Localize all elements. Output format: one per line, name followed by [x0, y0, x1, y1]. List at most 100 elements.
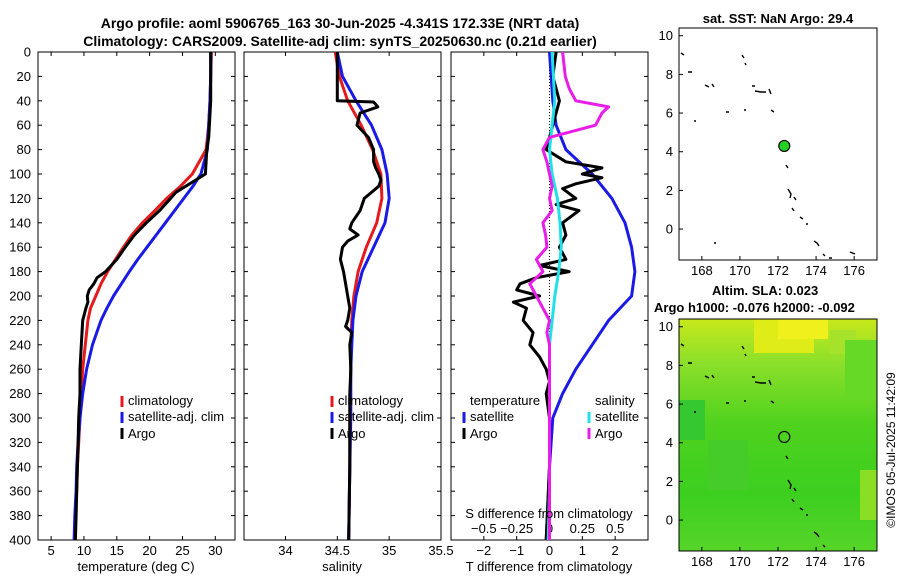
x-tick-label: 15 [110, 543, 124, 558]
depth-tick-label: 320 [9, 435, 31, 450]
sla-map-axes: 168 170 172 174 176 0 2 4 6 8 10 [659, 319, 865, 569]
legend-label-s-argo: Argo [595, 426, 622, 441]
depth-tick-label: 60 [17, 118, 31, 133]
temperature-x-label: temperature (deg C) [77, 559, 194, 574]
s-difference-argo-line [528, 52, 611, 540]
temperature-legend: climatology satellite-adj. clim Argo [120, 393, 224, 441]
map-x-tick-label: 176 [843, 263, 865, 278]
map-y-tick-label: 2 [666, 183, 673, 198]
map-x-tick-label: 174 [805, 263, 827, 278]
sla-argo-marker [778, 430, 791, 444]
x-tick-label: −0.5 [471, 521, 497, 536]
s-difference-x-label: S difference from climatology [465, 506, 633, 521]
map-x-tick-label: 174 [805, 554, 827, 569]
sst-coastlines [680, 52, 856, 259]
sla-coastlines [680, 343, 826, 548]
depth-tick-label: 240 [9, 337, 31, 352]
depth-tick-label: 260 [9, 362, 31, 377]
sst-map-title: sat. SST: NaN Argo: 29.4 [703, 11, 854, 26]
x-tick-label: 30 [208, 543, 222, 558]
depth-tick-label: 180 [9, 264, 31, 279]
sla-map-title: Altim. SLA: 0.023 [712, 283, 818, 298]
x-tick-label: 20 [142, 543, 156, 558]
map-x-tick-label: 168 [691, 263, 713, 278]
map-x-tick-label: 172 [767, 263, 789, 278]
x-tick-label: 0 [546, 543, 553, 558]
map-x-tick-label: 170 [729, 263, 751, 278]
legend-label-argo: Argo [338, 426, 365, 441]
x-tick-label: 0.5 [606, 521, 624, 536]
legend-label-climatology: climatology [338, 393, 404, 408]
x-tick-label: 0.25 [570, 521, 595, 536]
depth-tick-label: 40 [17, 93, 31, 108]
depth-tick-label: 380 [9, 508, 31, 523]
depth-tick-label: 220 [9, 313, 31, 328]
difference-legend: temperature satellite Argo salinity sate… [462, 393, 639, 441]
x-tick-label: 35 [382, 543, 396, 558]
legend-label-satellite: satellite-adj. clim [128, 409, 224, 424]
salinity-legend: climatology satellite-adj. clim Argo [330, 393, 434, 441]
depth-tick-label: 120 [9, 191, 31, 206]
temperature-x-axis: 5 10 15 20 25 30 [48, 52, 223, 558]
sst-map-area [679, 28, 877, 260]
imos-credit: ©IMOS 05-Jul-2025 11:42:09 [884, 372, 898, 528]
salinity-argo-line [335, 52, 383, 540]
temperature-series [72, 52, 213, 540]
x-tick-label: 1 [579, 543, 586, 558]
map-x-tick-label: 176 [843, 554, 865, 569]
salinity-x-label: salinity [322, 559, 362, 574]
salinity-satellite-line [335, 52, 391, 540]
depth-tick-label: 0 [24, 45, 31, 60]
t-difference-satellite-line [544, 52, 637, 540]
depth-tick-label: 20 [17, 69, 31, 84]
legend-title-salinity: salinity [595, 393, 635, 408]
depth-tick-label: 80 [17, 142, 31, 157]
legend-label-climatology: climatology [128, 393, 194, 408]
legend-title-temperature: temperature [470, 393, 540, 408]
x-tick-label: 5 [48, 543, 55, 558]
temperature-argo-line [73, 52, 213, 540]
depth-tick-label: 280 [9, 386, 31, 401]
map-x-tick-label: 172 [767, 554, 789, 569]
map-y-tick-label: 4 [666, 435, 673, 450]
sla-heatmap [679, 319, 877, 551]
legend-label-s-satellite: satellite [595, 409, 639, 424]
depth-tick-label: 360 [9, 484, 31, 499]
x-tick-label: 35.5 [428, 543, 453, 558]
x-tick-label: −0.25 [500, 521, 533, 536]
difference-x-axis: −2 −1 0 1 2 [476, 52, 619, 558]
legend-label-satellite: satellite-adj. clim [338, 409, 434, 424]
map-y-tick-label: 6 [666, 106, 673, 121]
map-y-tick-label: 4 [666, 144, 673, 159]
depth-tick-label: 300 [9, 411, 31, 426]
sst-map-axes: 168 170 172 174 176 0 2 4 6 8 10 [659, 28, 865, 278]
map-y-tick-label: 10 [659, 28, 673, 43]
map-y-tick-label: 0 [666, 513, 673, 528]
depth-tick-label: 340 [9, 459, 31, 474]
depth-tick-label: 200 [9, 289, 31, 304]
sla-patches [679, 319, 877, 520]
t-difference-argo-line [511, 52, 604, 540]
sst-argo-marker [778, 139, 791, 153]
legend-label-argo: Argo [128, 426, 155, 441]
x-tick-label: −1 [509, 543, 524, 558]
difference-series [511, 52, 637, 540]
temperature-axes [37, 51, 236, 541]
x-tick-label: 34 [278, 543, 292, 558]
title-line-1: Argo profile: aoml 5906765_163 30-Jun-20… [101, 15, 580, 31]
x-tick-label: −2 [476, 543, 491, 558]
x-tick-label: 2 [612, 543, 619, 558]
map-y-tick-label: 8 [666, 358, 673, 373]
salinity-series [333, 52, 391, 540]
legend-label-t-satellite: satellite [470, 409, 514, 424]
t-difference-x-label: T difference from climatology [466, 559, 633, 574]
map-x-tick-label: 170 [729, 554, 751, 569]
map-y-tick-label: 8 [666, 67, 673, 82]
depth-tick-label: 400 [9, 533, 31, 548]
temperature-climatology-line [73, 52, 213, 540]
sla-map-subtitle: Argo h1000: -0.076 h2000: -0.092 [654, 300, 855, 315]
salinity-x-axis: 34 34.5 35 35.5 [278, 52, 454, 558]
depth-axis: 0 20 40 60 80 100 120 140 160 180 200 220 240 260 280 3… [9, 45, 648, 548]
salinity-axes [243, 51, 442, 541]
